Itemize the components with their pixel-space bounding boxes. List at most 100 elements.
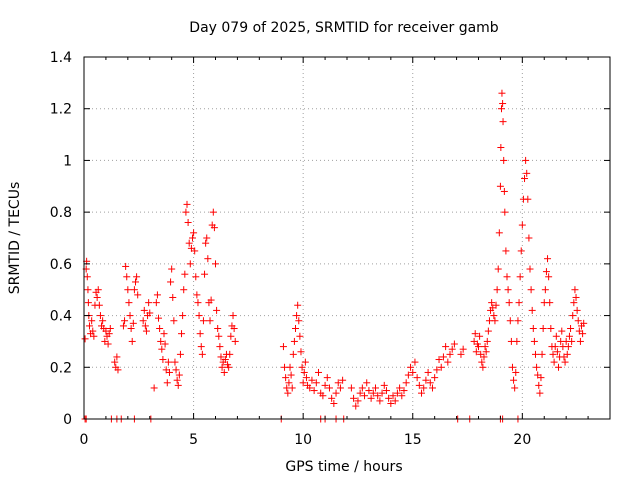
data-point [290, 337, 298, 345]
data-point [523, 169, 531, 177]
data-point [203, 234, 211, 242]
data-point [411, 358, 419, 366]
data-point [142, 327, 150, 335]
data-point [185, 239, 193, 247]
data-point [476, 332, 484, 340]
data-point [415, 381, 423, 389]
data-point [129, 319, 137, 327]
data-point [499, 118, 507, 126]
data-point [505, 299, 513, 307]
data-point [179, 312, 187, 320]
data-point [530, 337, 538, 345]
data-point [106, 325, 114, 332]
data-point [220, 368, 228, 376]
data-point [287, 371, 295, 379]
data-point [130, 286, 138, 294]
data-point [517, 247, 525, 255]
data-point [433, 366, 441, 374]
data-point [574, 317, 582, 325]
data-point [512, 368, 520, 376]
data-point [210, 224, 218, 232]
data-point [165, 368, 173, 376]
data-point [296, 332, 304, 340]
data-point [542, 268, 550, 276]
data-point [499, 100, 507, 108]
data-point [398, 392, 406, 400]
data-point [184, 218, 192, 226]
data-point [164, 358, 172, 366]
data-point [188, 234, 196, 242]
axis-ticks [83, 56, 610, 420]
data-point [500, 156, 508, 164]
data-point [293, 312, 301, 320]
data-point [155, 314, 163, 322]
data-point [226, 350, 234, 358]
data-point [214, 325, 222, 332]
data-point [178, 330, 186, 338]
data-point [209, 208, 217, 216]
data-point [459, 345, 467, 353]
data-point [153, 291, 161, 299]
data-point [195, 312, 203, 320]
data-point [213, 306, 221, 314]
data-point [227, 332, 235, 340]
data-point [105, 330, 113, 338]
data-point [113, 353, 121, 361]
data-point [393, 389, 401, 397]
data-point [312, 379, 320, 387]
data-point [328, 394, 336, 402]
data-point [529, 325, 537, 332]
data-point [218, 363, 226, 371]
data-point [528, 306, 536, 314]
data-point [484, 327, 492, 335]
x-tick-labels: 0 5 10 15 20 [80, 432, 532, 448]
data-point [527, 286, 535, 294]
data-point [567, 325, 575, 332]
data-point [380, 381, 388, 389]
data-point [298, 363, 306, 371]
data-point [378, 389, 386, 397]
data-point [315, 368, 323, 376]
data-point [490, 312, 498, 320]
x-tick-label: 15 [404, 432, 422, 448]
data-point [515, 299, 523, 307]
data-point [385, 394, 393, 402]
data-point [498, 105, 506, 113]
data-point [480, 353, 488, 361]
data-point [402, 379, 410, 387]
data-point [572, 293, 580, 301]
x-tick-label: 5 [189, 432, 198, 448]
data-point [539, 325, 547, 332]
data-point [217, 353, 225, 361]
data-point [181, 270, 189, 278]
data-point [545, 273, 553, 281]
data-point [549, 350, 557, 358]
data-point [310, 387, 318, 395]
data-point [332, 389, 340, 397]
data-point [551, 343, 559, 351]
data-point [198, 350, 206, 358]
data-point [190, 229, 198, 237]
data-point [161, 340, 169, 348]
data-point [522, 156, 530, 164]
data-point [553, 348, 561, 356]
data-point [561, 358, 569, 366]
data-point [124, 286, 132, 294]
data-point [391, 397, 399, 405]
data-point [422, 376, 430, 384]
data-point [389, 392, 397, 400]
data-point [122, 262, 130, 270]
data-point [457, 350, 465, 358]
data-point [510, 376, 518, 384]
data-point [167, 278, 175, 286]
data-point [284, 389, 292, 397]
data-point [308, 376, 316, 384]
data-point [186, 260, 194, 268]
data-point [568, 337, 576, 345]
data-point [169, 293, 177, 301]
data-point [352, 402, 360, 410]
data-point [94, 286, 102, 294]
data-point [170, 317, 178, 325]
data-point [472, 348, 480, 356]
